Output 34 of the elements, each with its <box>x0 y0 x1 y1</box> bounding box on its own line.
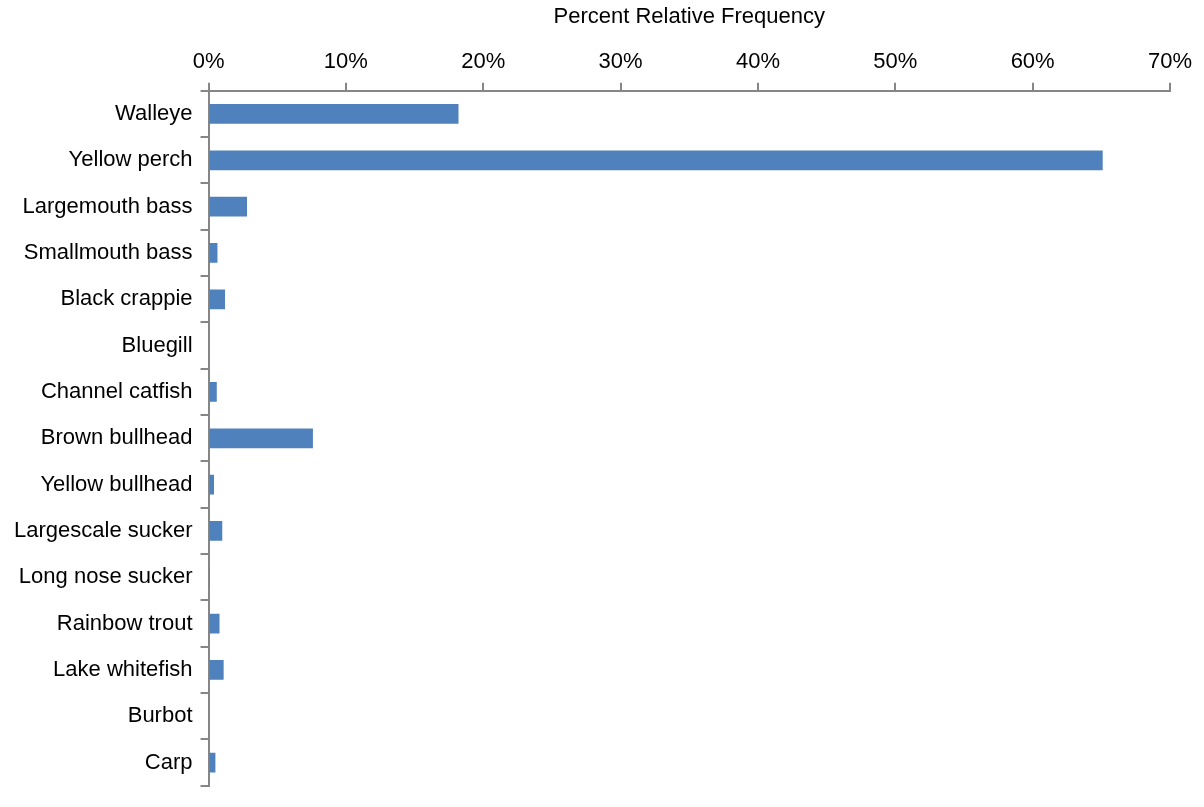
y-tick-label: Smallmouth bass <box>23 239 193 265</box>
x-tick-label: 70% <box>1147 47 1193 73</box>
y-tick-label: Yellow perch <box>68 146 193 172</box>
y-tick-label: Long nose sucker <box>18 563 193 589</box>
bar <box>209 104 459 124</box>
y-tick-label: Rainbow trout <box>56 609 193 635</box>
y-tick-label: Largemouth bass <box>22 192 193 218</box>
bar <box>209 613 220 634</box>
bar <box>209 196 247 217</box>
bar <box>209 150 1103 171</box>
y-tick-label: Yellow bullhead <box>40 470 193 496</box>
y-tick-label: Largescale sucker <box>13 517 193 543</box>
bar <box>209 382 217 402</box>
x-tick-label: 20% <box>461 47 506 73</box>
y-tick-label: Burbot <box>127 702 193 728</box>
x-axis-title: Percent Relative Frequency <box>553 3 825 29</box>
bar <box>209 243 218 263</box>
x-tick-label: 30% <box>598 47 643 73</box>
bar <box>209 660 224 680</box>
y-tick-label: Lake whitefish <box>53 656 193 682</box>
x-tick-label: 50% <box>873 47 918 73</box>
bar <box>209 428 313 449</box>
bar <box>209 521 223 541</box>
y-tick-label: Brown bullhead <box>40 424 193 450</box>
bar <box>209 289 226 310</box>
y-tick-label: Black crappie <box>60 285 193 311</box>
x-tick-label: 0% <box>192 47 225 73</box>
y-tick-label: Carp <box>144 748 193 774</box>
x-tick-label: 60% <box>1010 47 1055 73</box>
x-tick-label: 40% <box>735 47 780 73</box>
x-tick-label: 10% <box>323 47 368 73</box>
y-tick-label: Walleye <box>115 100 193 126</box>
y-tick-label: Bluegill <box>121 331 193 357</box>
y-tick-label: Channel catfish <box>40 378 193 404</box>
